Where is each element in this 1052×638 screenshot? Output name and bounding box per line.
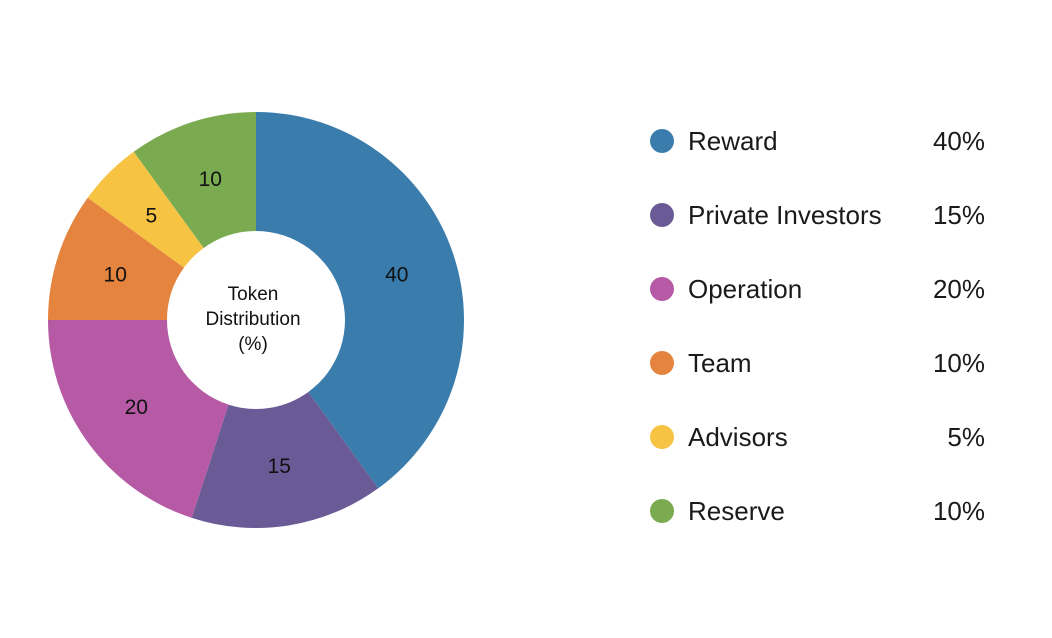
- legend-swatch-private-investors: [650, 203, 674, 227]
- legend-swatch-operation: [650, 277, 674, 301]
- slice-operation: [48, 320, 229, 518]
- center-label-line-1: Token: [228, 284, 279, 305]
- legend-item-private-investors: Private Investors 15%: [650, 200, 985, 230]
- legend-swatch-reward: [650, 129, 674, 153]
- legend-swatch-team: [650, 351, 674, 375]
- legend-value-reserve: 10%: [933, 496, 985, 526]
- slice-reserve: [133, 112, 256, 248]
- slice-reward: [256, 112, 465, 489]
- center-label-line-2: Distribution: [205, 309, 300, 330]
- legend-value-reward: 40%: [933, 126, 985, 156]
- slice-label-advisors: 5: [145, 204, 157, 227]
- slice-label-private-investors: 15: [268, 455, 291, 478]
- legend-item-reward: Reward 40%: [650, 126, 985, 156]
- slice-label-reserve: 10: [199, 168, 222, 191]
- slice-label-operation: 20: [125, 396, 148, 419]
- legend-value-private-investors: 15%: [933, 200, 985, 230]
- legend-value-operation: 20%: [933, 274, 985, 304]
- legend-item-advisors: Advisors 5%: [650, 422, 985, 452]
- slice-team: [48, 197, 184, 320]
- legend-label-reward: Reward: [688, 126, 778, 156]
- center-label-line-3: (%): [238, 334, 268, 355]
- legend-item-team: Team 10%: [650, 348, 985, 378]
- legend-swatch-reserve: [650, 499, 674, 523]
- legend-label-team: Team: [688, 348, 752, 378]
- legend-item-reserve: Reserve 10%: [650, 496, 985, 526]
- center-label: Token Distribution (%): [205, 284, 300, 355]
- legend-value-team: 10%: [933, 348, 985, 378]
- legend-label-advisors: Advisors: [688, 422, 788, 452]
- legend-label-private-investors: Private Investors: [688, 200, 882, 230]
- legend-swatch-advisors: [650, 425, 674, 449]
- slice-label-team: 10: [104, 263, 127, 286]
- legend-label-reserve: Reserve: [688, 496, 785, 526]
- slice-label-reward: 40: [385, 263, 408, 286]
- slice-labels: 40 15 20 10 5 10: [104, 168, 409, 478]
- donut-slices: [48, 112, 465, 528]
- legend-value-advisors: 5%: [947, 422, 985, 452]
- legend-item-operation: Operation 20%: [650, 274, 985, 304]
- slice-advisors: [87, 151, 204, 268]
- legend-label-operation: Operation: [688, 274, 802, 304]
- slice-private-investors: [191, 392, 379, 528]
- legend: Reward 40% Private Investors 15% Operation 20…: [650, 126, 985, 526]
